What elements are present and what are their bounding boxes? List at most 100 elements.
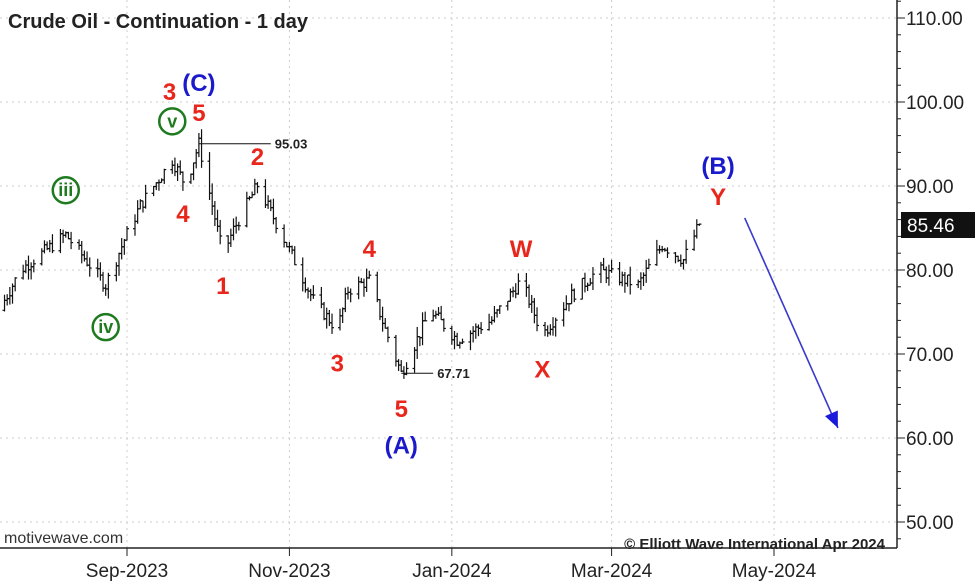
ohlc-bar [199,129,204,168]
ohlc-bar [553,317,558,337]
ohlc-bar [348,288,353,303]
ohlc-bar [673,251,678,264]
ohlc-bar [103,284,108,296]
ohlc-bar [516,273,521,295]
ohlc-bar [66,231,71,240]
wave-circle [158,107,187,136]
ohlc-bar [622,271,627,293]
ohlc-bar [340,307,345,324]
ohlc-bar [532,298,537,324]
ohlc-bar [356,276,361,300]
ohlc-bar [479,322,484,334]
ohlc-bar [319,286,324,309]
price-level-label: 67.71 [437,366,470,381]
ohlc-bar [143,184,148,209]
ohlc-bar [311,285,316,299]
ohlc-bar [226,235,231,253]
ohlc-bar [327,310,332,327]
ohlc-bar [566,303,571,312]
ohlc-bar [194,149,199,169]
ohlc-bar [420,312,425,346]
ohlc-bar [497,305,502,315]
ohlc-bar [172,157,177,177]
chart-title: Crude Oil - Continuation - 1 day [8,11,309,33]
wave-label: 3 [331,350,344,377]
ohlc-bar [122,238,127,255]
y-tick-label: 50.00 [906,513,954,534]
ohlc-bar [218,219,223,245]
ohlc-bar [606,264,611,286]
y-tick-label: 110.00 [906,9,963,30]
ohlc-bar [255,182,260,194]
x-tick-label: Mar-2024 [571,561,653,581]
ohlc-bar [338,308,343,331]
ohlc-bar [324,307,329,329]
ohlc-bar [5,294,10,306]
ohlc-bar [524,272,529,297]
wave-label: 5 [395,396,408,423]
ohlc-bar [436,307,441,316]
ohlc-bar [29,262,34,280]
ohlc-bar [26,255,31,280]
ohlc-bar [375,271,380,303]
forecast-arrow-head [825,410,838,428]
ohlc-bar [47,239,52,253]
ohlc-bar [196,132,201,158]
ohlc-bar [271,198,276,225]
ohlc-bar [300,257,305,292]
ohlc-bar [292,246,297,266]
ohlc-bar [636,279,641,289]
ohlc-bar [50,234,55,254]
ohlc-bar [678,254,683,267]
ohlc-bar [98,262,103,281]
ohlc-bar [119,238,124,260]
ohlc-bar [79,240,84,264]
ohlc-bar [31,259,36,273]
wave-label: 2 [251,144,264,171]
ohlc-bar [263,179,268,208]
ohlc-bar [681,258,686,270]
ohlc-bar [543,321,548,337]
ohlc-bar [508,288,513,302]
motivewave-watermark: motivewave.com [4,530,123,547]
wave-label: (A) [385,433,418,460]
wave-circle [51,175,81,205]
last-price-label: 85.46 [907,216,955,237]
ohlc-bar [401,366,406,379]
ohlc-bar [125,226,129,241]
ohlc-bar [61,229,66,244]
ohlc-bar [244,191,249,228]
copyright: © Elliott Wave International Apr 2024 [624,536,885,553]
ohlc-bar [380,306,385,332]
ohlc-bar [151,185,156,197]
ohlc-bar [412,347,417,373]
ohlc-bar [367,270,372,279]
ohlc-bar [85,251,90,267]
ohlc-bar [215,209,220,232]
ohlc-bar [601,257,606,271]
ohlc-bar [697,223,702,226]
ohlc-bar [212,201,217,227]
ohlc-bar [441,318,446,332]
ohlc-bar [42,240,47,254]
last-price-badge [901,212,975,238]
ohlc-bar [694,219,699,239]
ohlc-bar [180,171,185,191]
ohlc-bar [266,195,271,209]
wave-label: 5 [192,100,205,127]
ohlc-bar [641,272,646,287]
ohlc-bar [654,239,659,266]
ohlc-bar [268,199,273,212]
ohlc-bar [228,228,233,248]
ohlc-bar [23,260,28,274]
ohlc-bar [101,271,106,292]
x-tick-label: Nov-2023 [248,561,330,581]
ohlc-bar [590,267,595,291]
ohlc-bar [383,317,388,329]
ohlc-bar [162,168,167,185]
ohlc-bar [188,173,193,184]
ohlc-bar [77,239,82,250]
wave-label: 4 [363,236,377,263]
